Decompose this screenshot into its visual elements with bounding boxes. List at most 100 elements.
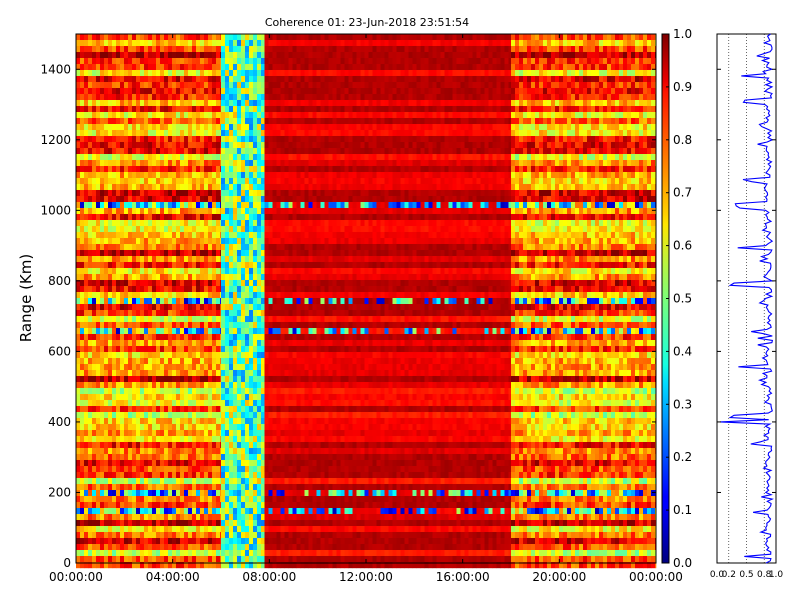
heatmap-cell	[504, 58, 509, 65]
heatmap-cell	[116, 256, 121, 263]
heatmap-cell	[237, 322, 242, 329]
heatmap-cell	[108, 160, 113, 167]
heatmap-cell	[140, 130, 145, 137]
heatmap-cell	[204, 358, 209, 365]
heatmap-cell	[140, 58, 145, 65]
heatmap-cell	[348, 76, 353, 83]
heatmap-cell	[225, 310, 230, 317]
heatmap-cell	[120, 490, 125, 497]
heatmap-cell	[168, 400, 173, 407]
heatmap-cell	[208, 430, 213, 437]
heatmap-cell	[460, 64, 465, 71]
heatmap-cell	[84, 376, 89, 383]
heatmap-cell	[168, 208, 173, 215]
heatmap-cell	[249, 226, 254, 233]
heatmap-cell	[164, 424, 169, 431]
heatmap-cell	[221, 382, 226, 389]
heatmap-cell	[504, 82, 509, 89]
heatmap-cell	[216, 340, 221, 347]
heatmap-cell	[124, 112, 129, 119]
heatmap-cell	[88, 430, 93, 437]
heatmap-cell	[380, 46, 385, 53]
heatmap-cell	[221, 406, 226, 413]
heatmap-cell	[364, 52, 369, 59]
heatmap-cell	[108, 94, 113, 101]
heatmap-cell	[80, 328, 85, 335]
heatmap-cell	[221, 502, 226, 509]
heatmap-cell	[88, 106, 93, 113]
heatmap-cell	[152, 520, 157, 527]
heatmap-cell	[233, 448, 238, 455]
heatmap-cell	[172, 484, 177, 491]
heatmap-cell	[368, 34, 373, 41]
heatmap-cell	[396, 76, 401, 83]
heatmap-cell	[245, 490, 250, 497]
heatmap-cell	[144, 154, 149, 161]
heatmap-cell	[212, 190, 217, 197]
heatmap-cell	[188, 46, 193, 53]
heatmap-cell	[96, 316, 101, 323]
heatmap-cell	[128, 40, 133, 47]
heatmap-cell	[124, 352, 129, 359]
heatmap-cell	[136, 274, 141, 281]
heatmap-cell	[245, 166, 250, 173]
heatmap-cell	[249, 388, 254, 395]
heatmap-cell	[84, 214, 89, 221]
heatmap-cell	[140, 424, 145, 431]
heatmap-cell	[216, 454, 221, 461]
heatmap-cell	[192, 454, 197, 461]
heatmap-cell	[288, 88, 293, 95]
heatmap-cell	[208, 526, 213, 533]
heatmap-cell	[245, 364, 250, 371]
heatmap-cell	[188, 358, 193, 365]
heatmap-cell	[492, 40, 497, 47]
heatmap-cell	[308, 34, 313, 41]
heatmap-cell	[208, 472, 213, 479]
heatmap-cell	[261, 274, 265, 281]
heatmap-cell	[140, 562, 145, 569]
heatmap-cell	[136, 562, 141, 569]
heatmap-cell	[160, 202, 165, 209]
heatmap-cell	[184, 208, 189, 215]
heatmap-cell	[348, 34, 353, 41]
heatmap-cell	[352, 34, 357, 41]
heatmap-cell	[212, 364, 217, 371]
heatmap-cell	[112, 292, 117, 299]
heatmap-cell	[156, 316, 161, 323]
heatmap-cell	[221, 256, 226, 263]
heatmap-cell	[368, 46, 373, 53]
heatmap-cell	[80, 532, 85, 539]
heatmap-cell	[245, 448, 250, 455]
heatmap-cell	[221, 436, 226, 443]
heatmap-cell	[112, 250, 117, 257]
heatmap-cell	[340, 46, 345, 53]
heatmap-cell	[176, 526, 181, 533]
heatmap-cell	[245, 238, 250, 245]
heatmap-cell	[140, 250, 145, 257]
heatmap-cell	[164, 250, 169, 257]
heatmap-cell	[233, 52, 238, 59]
heatmap-cell	[380, 88, 385, 95]
heatmap-cell	[176, 502, 181, 509]
heatmap-cell	[225, 268, 230, 275]
heatmap-cell	[284, 34, 289, 41]
heatmap-cell	[245, 370, 250, 377]
heatmap-cell	[84, 538, 89, 545]
heatmap-cell	[84, 232, 89, 239]
heatmap-cell	[80, 124, 85, 131]
heatmap-cell	[192, 526, 197, 533]
heatmap-cell	[261, 304, 265, 311]
heatmap-cell	[128, 70, 133, 77]
heatmap-cell	[108, 508, 113, 515]
heatmap-cell	[128, 226, 133, 233]
heatmap-cell	[80, 514, 85, 521]
heatmap-cell	[249, 34, 254, 41]
heatmap-cell	[124, 484, 129, 491]
heatmap-cell	[264, 82, 269, 89]
heatmap-cell	[432, 82, 437, 89]
heatmap-cell	[233, 400, 238, 407]
heatmap-cell	[144, 340, 149, 347]
heatmap-cell	[200, 526, 205, 533]
heatmap-cell	[172, 112, 177, 119]
heatmap-cell	[180, 328, 185, 335]
